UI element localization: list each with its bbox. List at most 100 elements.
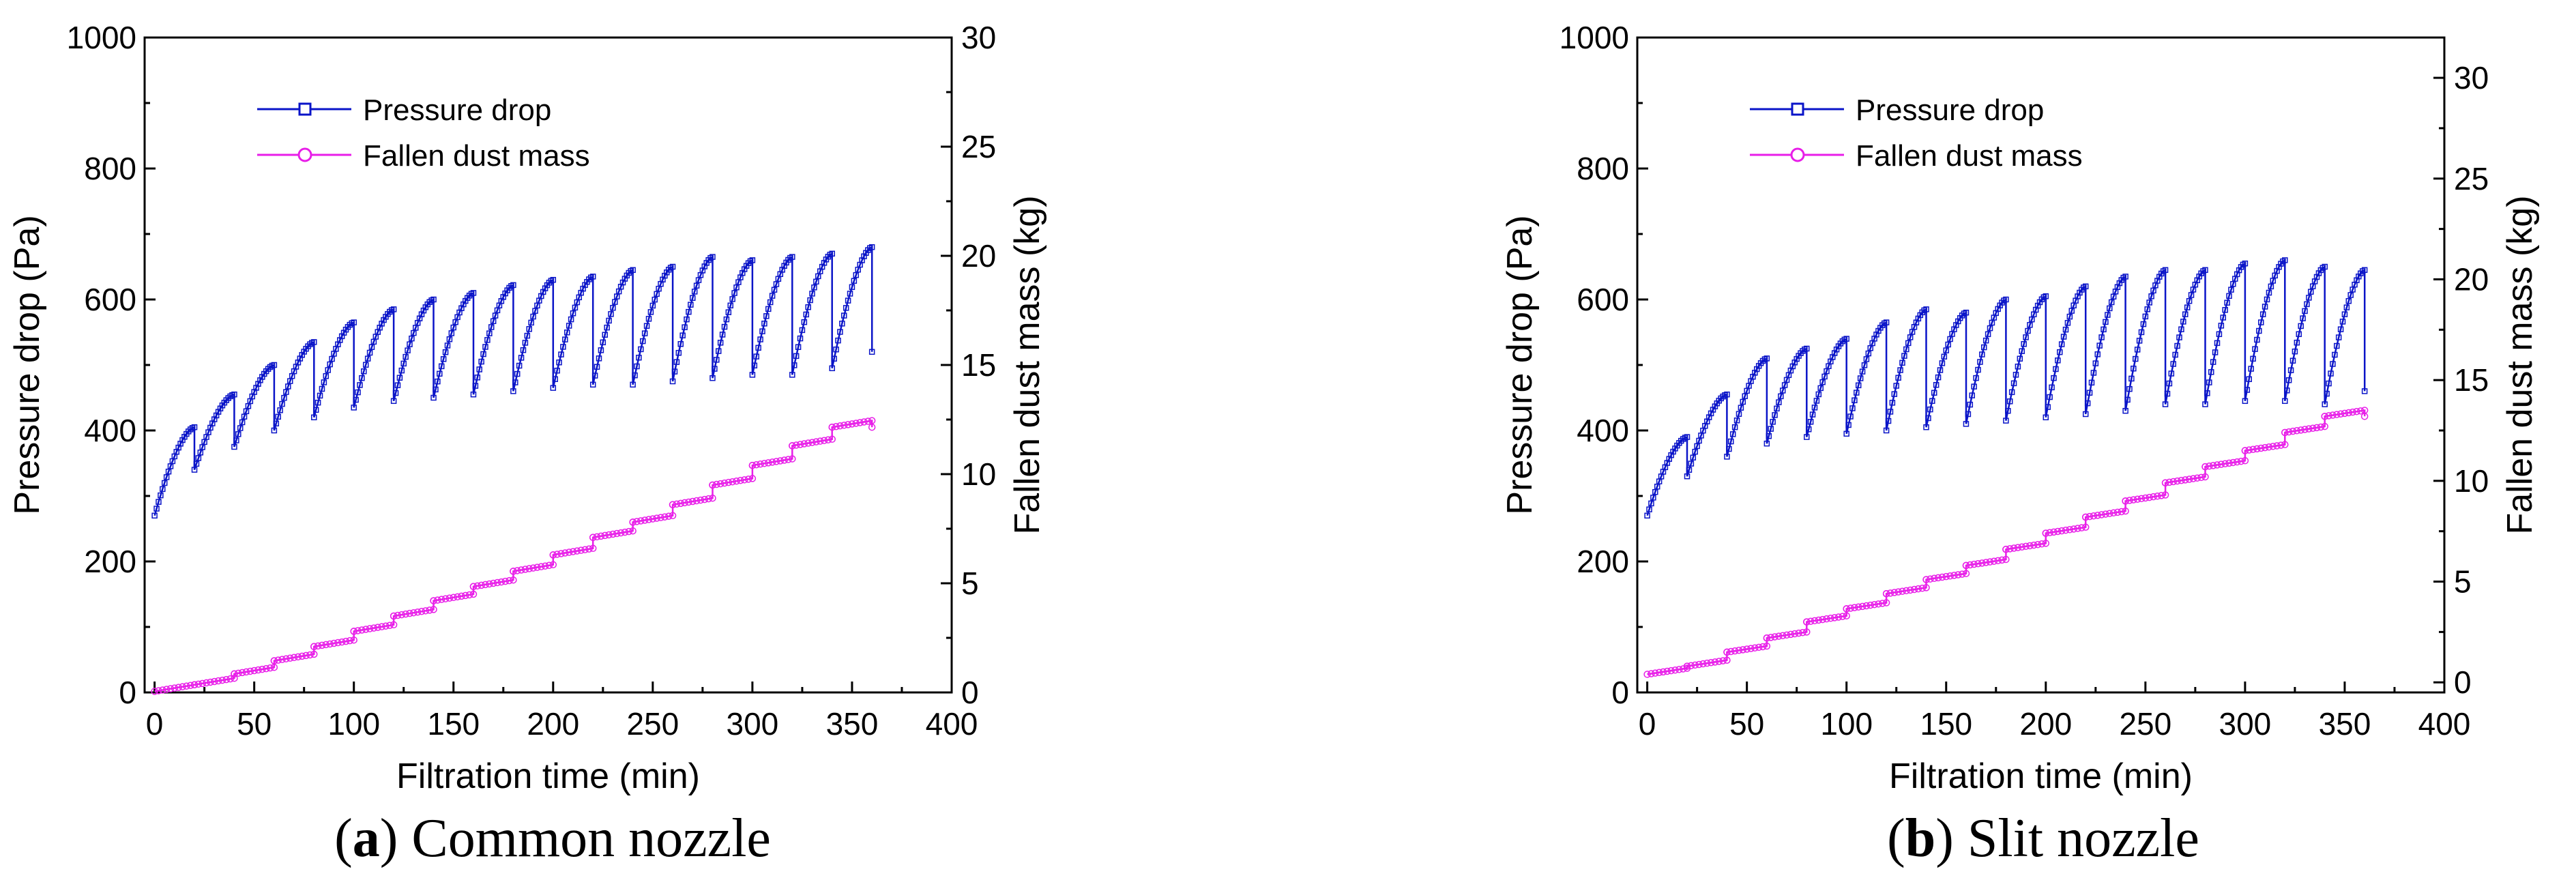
pressure-drop-point (319, 385, 325, 392)
pressure-drop-point (2176, 334, 2182, 340)
pressure-drop-point (1819, 379, 1826, 385)
fallen-dust-mass-point (1918, 585, 1926, 592)
fallen-dust-mass-point (1663, 667, 1671, 675)
pressure-drop-point (1905, 340, 1912, 347)
fallen-dust-mass-point (286, 654, 294, 662)
fallen-dust-mass-point (549, 551, 557, 559)
pressure-drop-point (2055, 357, 2061, 364)
pressure-drop-point (2306, 295, 2312, 301)
pressure-drop-point (2003, 418, 2009, 424)
pressure-drop-point (2180, 319, 2186, 325)
pressure-drop-point (474, 375, 481, 381)
pressure-drop-point (312, 407, 319, 413)
fallen-dust-mass-point (868, 423, 876, 431)
fallen-dust-mass-point (709, 494, 716, 502)
fallen-dust-mass-point (733, 477, 740, 485)
pressure-drop-point (2304, 301, 2310, 308)
fallen-dust-mass-point (692, 497, 701, 505)
pressure-drop-point (486, 330, 493, 336)
pressure-drop-point (2051, 375, 2057, 381)
pressure-drop-point (725, 309, 732, 315)
pressure-drop-point (1973, 375, 1979, 381)
pressure-drop-point (550, 276, 557, 283)
pressure-drop-point (1817, 385, 1824, 392)
y-tick-label: 1000 (1560, 20, 1629, 55)
pressure-drop-point (472, 383, 479, 389)
y2-tick-label: 20 (961, 238, 996, 274)
pressure-drop-point (2122, 407, 2128, 414)
fallen-dust-mass-point (1806, 617, 1815, 625)
fallen-dust-mass-point (2349, 408, 2356, 416)
fallen-dust-mass-point (789, 455, 796, 463)
pressure-drop-point (1804, 434, 1810, 440)
fallen-dust-mass-point (637, 517, 645, 525)
fallen-dust-mass-point (737, 477, 744, 484)
pressure-drop-point (283, 389, 289, 395)
fallen-dust-mass-point (510, 576, 517, 584)
series-fallen-dust-mass-line (1647, 409, 2366, 675)
fallen-dust-mass-point (1747, 645, 1755, 652)
x-axis-label: Filtration time (min) (1889, 757, 2193, 796)
pressure-drop-point (1861, 362, 1868, 368)
fallen-dust-mass-point (358, 626, 366, 634)
fallen-dust-mass-point (789, 442, 796, 450)
pressure-drop-point (634, 363, 640, 370)
pressure-drop-point (2285, 377, 2292, 383)
fallen-dust-mass-point (2042, 540, 2050, 547)
pressure-drop-point (405, 347, 411, 353)
y-tick-label: 0 (1611, 675, 1629, 710)
fallen-dust-mass-point (151, 688, 158, 695)
fallen-dust-mass-point (2329, 411, 2337, 419)
pressure-drop-point (2330, 361, 2336, 367)
pressure-drop-point (1724, 454, 1730, 460)
fallen-dust-mass-point (445, 594, 454, 602)
x-tick-label: 0 (1639, 706, 1656, 742)
pressure-drop-point (400, 360, 407, 367)
pressure-drop-point (398, 367, 405, 374)
fallen-dust-mass-point (1946, 572, 1954, 580)
fallen-dust-mass-point (2150, 493, 2157, 501)
fallen-dust-mass-point (828, 435, 836, 443)
pressure-drop-point (721, 323, 728, 330)
fallen-dust-mass-point (2245, 446, 2253, 454)
pressure-drop-point (2254, 336, 2260, 343)
pressure-drop-point (394, 382, 401, 388)
y-tick-label: 800 (84, 151, 136, 186)
fallen-dust-mass-point (450, 594, 458, 602)
pressure-drop-point (2337, 326, 2344, 332)
pressure-drop-point (1766, 433, 1772, 439)
pressure-drop-point (679, 332, 686, 338)
pressure-drop-point (1849, 405, 1856, 411)
pressure-drop-point (520, 347, 527, 353)
fallen-dust-mass-point (489, 579, 497, 587)
y-tick-label: 200 (1577, 544, 1629, 579)
pressure-drop-point (2012, 372, 2019, 378)
pressure-drop-point (368, 344, 375, 350)
pressure-drop-point (789, 372, 795, 378)
pressure-drop-point (647, 309, 654, 315)
pressure-drop-point (813, 278, 819, 285)
fallen-dust-mass-point (2233, 458, 2241, 466)
pressure-drop-point (1859, 368, 1866, 375)
pressure-drop-point (2103, 319, 2109, 325)
pressure-drop-point (2228, 287, 2234, 293)
fallen-dust-mass-point (2221, 460, 2229, 467)
pressure-drop-point (1778, 393, 1784, 400)
fallen-dust-mass-point (2006, 545, 2014, 553)
pressure-drop-point (753, 353, 759, 360)
pressure-drop-point (1772, 412, 1778, 418)
pressure-drop-point (366, 349, 373, 356)
pressure-drop-point (638, 346, 644, 353)
pressure-drop-point (853, 272, 860, 278)
fallen-dust-mass-point (266, 664, 274, 672)
pressure-drop-point (323, 373, 330, 379)
pressure-drop-point (1728, 438, 1734, 445)
fallen-dust-mass-point (1727, 647, 1735, 656)
pressure-drop-point (364, 355, 371, 362)
pressure-drop-point (430, 394, 437, 401)
pressure-drop-point (598, 347, 604, 353)
pressure-drop-point (273, 420, 280, 427)
fallen-dust-mass-point (657, 514, 664, 521)
pressure-drop-point (488, 324, 495, 330)
pressure-drop-point (2216, 331, 2223, 338)
